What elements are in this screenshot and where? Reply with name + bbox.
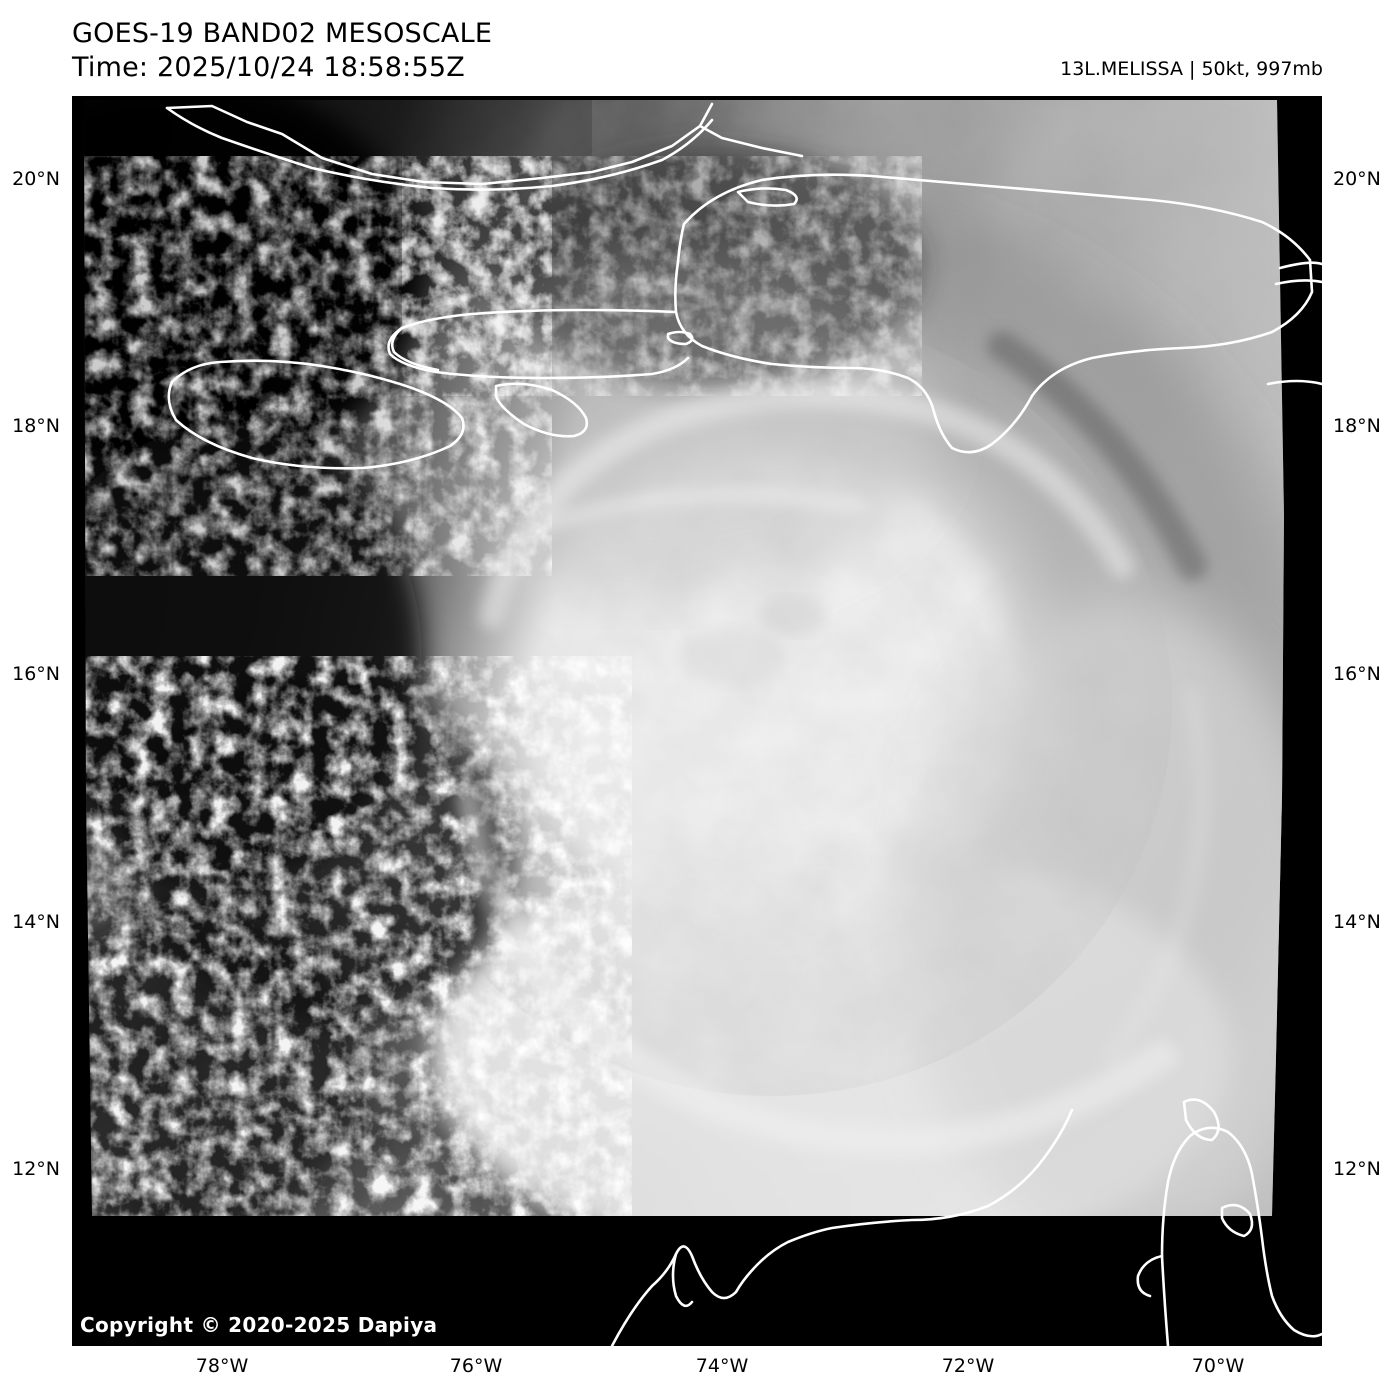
coastline-hispaniola xyxy=(674,173,1314,454)
observation-time-label: Time: 2025/10/24 18:58:55Z xyxy=(72,52,465,83)
lat-tick-right-1: 18°N xyxy=(1333,415,1381,437)
lon-tick-1: 76°W xyxy=(449,1355,503,1377)
coastline-ile-de-la-gonave xyxy=(494,382,589,438)
copyright-notice: Copyright © 2020-2025 Dapiya xyxy=(80,1313,438,1337)
lat-tick-right-3: 14°N xyxy=(1333,911,1381,933)
coastline-far-east-north xyxy=(1278,261,1322,270)
coastline-far-east-south xyxy=(1266,379,1322,386)
spiral-banding xyxy=(457,381,1212,1157)
lat-tick-right-0: 20°N xyxy=(1333,168,1381,190)
lat-tick-right-2: 16°N xyxy=(1333,663,1381,685)
lat-tick-left-2: 16°N xyxy=(12,663,60,685)
lat-tick-left-4: 12°N xyxy=(12,1158,60,1180)
page-title: GOES-19 BAND02 MESOSCALE xyxy=(72,18,493,49)
coastline-jamaica xyxy=(167,359,465,470)
inner-core-texture xyxy=(680,596,826,686)
trade-cumulus-field xyxy=(84,656,632,1216)
lat-tick-left-3: 14°N xyxy=(12,911,60,933)
coastline-curacao xyxy=(1220,1203,1254,1238)
coastline-cuba xyxy=(165,102,804,186)
coastline-haiti-peninsula xyxy=(387,308,690,380)
satellite-image-plot xyxy=(72,96,1322,1346)
lon-tick-0: 78°W xyxy=(195,1355,249,1377)
dry-slot xyxy=(411,331,1207,927)
lat-tick-left-0: 20°N xyxy=(12,168,60,190)
satellite-imagery-canvas xyxy=(72,96,1322,1346)
lon-tick-4: 70°W xyxy=(1191,1355,1245,1377)
lon-tick-3: 72°W xyxy=(941,1355,995,1377)
coastline-cay-north xyxy=(736,187,798,207)
coastline-cay-west xyxy=(666,330,694,346)
coastline-guajira-peninsula xyxy=(1160,1126,1322,1346)
coastline-far-east-mid xyxy=(1274,279,1322,286)
lon-tick-2: 74°W xyxy=(695,1355,749,1377)
coastline-overlay xyxy=(165,102,1322,1346)
lat-tick-left-1: 18°N xyxy=(12,415,60,437)
storm-info-label: 13L.MELISSA | 50kt, 997mb xyxy=(1060,58,1323,80)
lat-tick-right-4: 12°N xyxy=(1333,1158,1381,1180)
satellite-data-layer xyxy=(84,100,1322,1346)
